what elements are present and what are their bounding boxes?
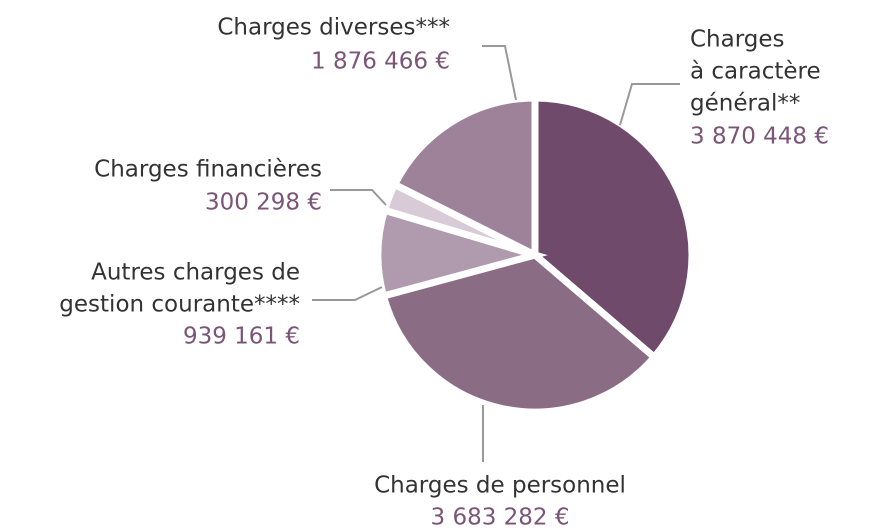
pie-slice bbox=[531, 94, 696, 363]
pie-slice bbox=[379, 251, 660, 416]
leader-line bbox=[619, 83, 680, 126]
value-label: 3 870 448 € bbox=[690, 124, 829, 150]
slice-label: à caractère bbox=[690, 59, 821, 85]
value-label: 939 161 € bbox=[183, 324, 300, 350]
value-label: 3 683 282 € bbox=[431, 505, 570, 530]
slice-label: Charges diverses*** bbox=[217, 15, 450, 41]
pie-slice bbox=[390, 94, 539, 261]
slice-label: gestion courante**** bbox=[59, 292, 300, 318]
value-label: 300 298 € bbox=[205, 190, 322, 216]
slice-label: Autres charges de bbox=[91, 260, 300, 286]
value-label: 1 876 466 € bbox=[311, 49, 450, 75]
leader-line bbox=[482, 45, 517, 101]
slice-label: Charges bbox=[690, 27, 785, 53]
slice-label: Charges financières bbox=[94, 157, 322, 183]
leader-line bbox=[330, 189, 387, 206]
slice-label: Charges de personnel bbox=[374, 473, 626, 499]
leader-line bbox=[312, 286, 383, 301]
slice-label: général** bbox=[690, 91, 800, 117]
